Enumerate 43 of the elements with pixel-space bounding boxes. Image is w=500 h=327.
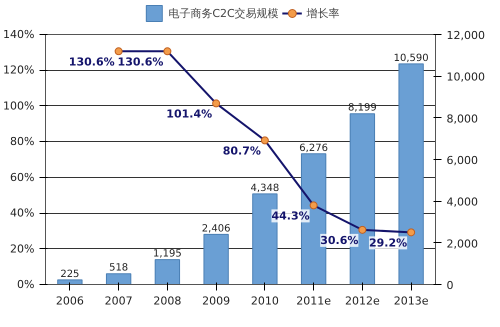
data-label: 225 [60,268,80,280]
x-tick-label: 2007 [104,294,133,308]
x-tick-label: 2013e [394,294,429,308]
bar [154,259,180,284]
legend-label: 电子商务C2C交易规模 [168,6,279,20]
y2-tick-label: 4,000 [446,196,478,209]
data-label: 8,199 [348,102,377,114]
y2-tick-label: 2,000 [446,237,478,250]
data-label: 29.2% [368,236,408,250]
y-tick-label: 60% [10,170,35,184]
bar [203,234,229,284]
data-label: 10,590 [394,52,429,64]
data-label: 1,195 [153,248,182,260]
x-tick-label: 2010 [250,294,279,308]
data-label: 30.6% [320,234,358,247]
y2-tick-label: 10,000 [446,70,485,84]
y-tick-label: 20% [10,242,35,256]
data-label: 4,348 [250,182,280,194]
x-tick-label: 2009 [202,294,230,308]
data-label: 130.6% [118,55,164,68]
y-tick-label: 140% [3,28,35,41]
data-label: 44.3% [271,209,310,222]
data-label: 130.6% [68,55,115,68]
x-tick-label: 2008 [153,294,182,308]
x-tick-label: 2011e [296,294,332,308]
y-tick-label: 40% [10,206,35,220]
data-label: 80.7% [222,144,261,158]
data-label: 6,276 [299,142,328,154]
data-label: 518 [109,262,128,274]
legend-label: 增长率 [306,6,340,20]
y-tick-label: 80% [10,135,35,148]
y-tick-label: 0% [17,278,34,291]
y-tick-label: 100% [3,99,35,112]
bar [106,273,132,284]
y2-tick-label: 6,000 [446,154,478,167]
y2-tick-label: 12,000 [446,29,485,42]
data-label: 2,406 [202,223,230,234]
data-label: 101.4% [166,107,212,120]
x-tick-label: 2006 [56,294,84,308]
x-tick-label: 2012e [344,294,380,308]
y-tick-label: 120% [3,64,35,77]
y2-tick-label: 8,000 [446,112,478,126]
y2-tick-label: 0 [446,279,454,292]
